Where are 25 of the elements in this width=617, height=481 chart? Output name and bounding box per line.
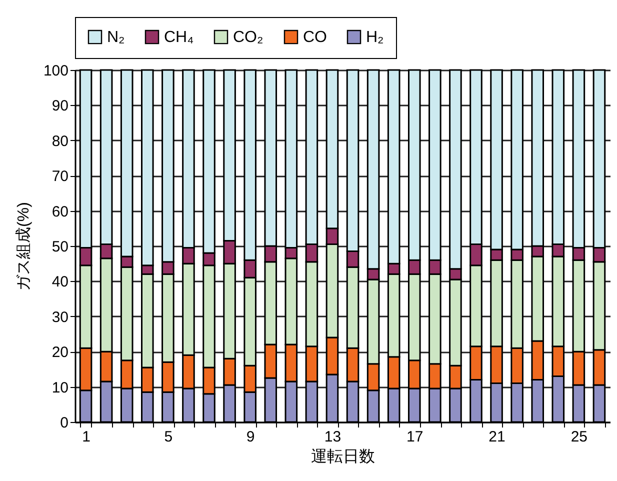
y-tick-label: 20 <box>52 344 68 362</box>
y-tick-label: 40 <box>52 274 68 291</box>
x-tick-label: 13 <box>324 428 342 446</box>
y-tick-label: 30 <box>52 308 68 326</box>
y-tick-label: 60 <box>52 203 68 220</box>
y-tick-label: 70 <box>52 168 68 186</box>
y-tick-label: 90 <box>52 98 68 115</box>
y-tick-label: 80 <box>52 132 68 150</box>
x-tick-label: 5 <box>164 428 173 446</box>
legend-label: CO <box>303 29 327 46</box>
x-tick-label: 25 <box>570 428 588 446</box>
y-tick-label: 0 <box>60 414 68 432</box>
x-tick-label: 9 <box>246 428 255 446</box>
y-tick-label: 10 <box>52 379 68 396</box>
legend-label: H₂ <box>366 29 384 46</box>
legend-label: N₂ <box>107 29 125 46</box>
x-tick-label: 1 <box>82 428 90 446</box>
x-tick-label: 21 <box>488 428 506 446</box>
legend-label: CO₂ <box>233 29 264 46</box>
x-axis-title: 運転日数 <box>311 448 375 466</box>
x-tick-label: 17 <box>406 428 424 446</box>
legend-label: CH₄ <box>164 29 194 46</box>
y-tick-label: 100 <box>43 62 68 80</box>
y-tick-label: 50 <box>52 238 68 256</box>
y-axis-title: ガス組成(%) <box>14 202 32 291</box>
